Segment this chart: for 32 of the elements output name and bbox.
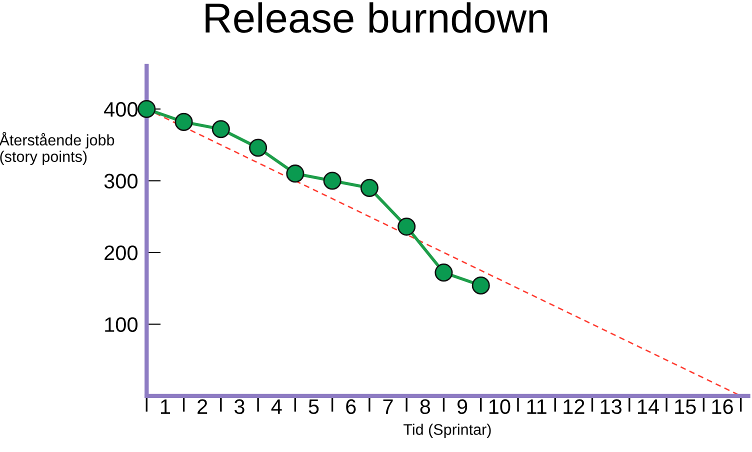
- x-tick-label: 16: [712, 399, 733, 414]
- x-tick-label: 5: [308, 399, 319, 414]
- point: [323, 172, 342, 190]
- point: [212, 120, 230, 138]
- x-tick-label: 12: [564, 399, 584, 414]
- x-tick-label: 6: [346, 399, 356, 414]
- point: [472, 276, 490, 295]
- x-tick-label: 9: [457, 399, 468, 414]
- y-tick-label: 100: [105, 317, 138, 332]
- x-tick-label: 10: [489, 399, 510, 414]
- x-tick-label: 2: [198, 399, 208, 414]
- x-tick-label: 8: [420, 399, 430, 414]
- x-tick-label: 3: [234, 399, 244, 414]
- x-tick-label: 4: [271, 399, 282, 414]
- point: [360, 178, 378, 197]
- x-tick-label: 15: [675, 399, 696, 414]
- x-tick-label: 7: [383, 399, 393, 414]
- y-tick-label: 300: [104, 174, 138, 189]
- x-tick-label: 13: [600, 399, 622, 414]
- x-tick-label: 1: [161, 399, 170, 414]
- x-axis-title: Tid (Sprintar): [404, 424, 491, 438]
- y-tick-label: 400: [104, 102, 138, 117]
- point: [249, 138, 268, 157]
- point: [174, 112, 193, 131]
- x-tick-label: 11: [527, 399, 546, 414]
- point: [138, 100, 156, 118]
- point: [434, 264, 453, 282]
- point: [286, 164, 304, 183]
- chart-title: Release burndown: [206, 2, 548, 33]
- x-tick-label: 14: [638, 399, 659, 414]
- y-tick-label: 200: [104, 245, 138, 260]
- point: [398, 218, 416, 236]
